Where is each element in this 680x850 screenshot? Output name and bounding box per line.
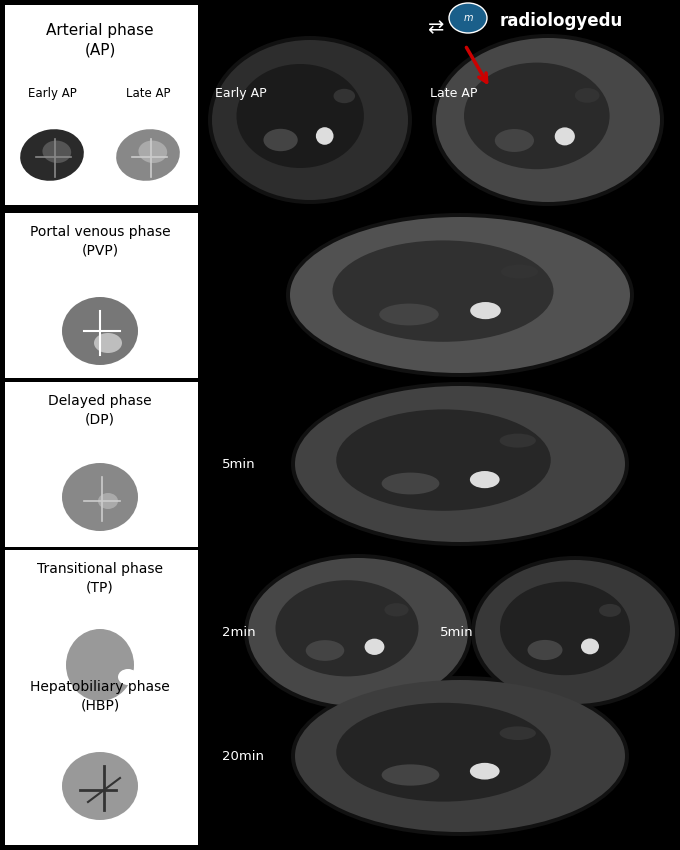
- Ellipse shape: [333, 88, 355, 103]
- Ellipse shape: [464, 63, 609, 169]
- Ellipse shape: [381, 473, 439, 495]
- Ellipse shape: [62, 463, 138, 531]
- Ellipse shape: [62, 297, 138, 365]
- Ellipse shape: [581, 638, 599, 654]
- Ellipse shape: [291, 676, 629, 836]
- Ellipse shape: [528, 640, 562, 660]
- Ellipse shape: [306, 640, 344, 660]
- Ellipse shape: [66, 629, 134, 701]
- Ellipse shape: [495, 129, 534, 152]
- Ellipse shape: [470, 471, 500, 488]
- Ellipse shape: [500, 727, 536, 740]
- Ellipse shape: [599, 604, 621, 617]
- Ellipse shape: [295, 386, 625, 542]
- Ellipse shape: [20, 129, 84, 181]
- Ellipse shape: [116, 129, 180, 181]
- Ellipse shape: [432, 34, 664, 206]
- Ellipse shape: [500, 264, 538, 279]
- Ellipse shape: [62, 752, 138, 820]
- Ellipse shape: [248, 558, 468, 706]
- Text: Transitional phase
(TP): Transitional phase (TP): [37, 562, 163, 594]
- Ellipse shape: [364, 638, 384, 655]
- Ellipse shape: [436, 38, 660, 202]
- Text: Early AP: Early AP: [215, 87, 267, 99]
- Text: Late AP: Late AP: [430, 87, 477, 99]
- Text: Portal venous phase
(PVP): Portal venous phase (PVP): [30, 225, 170, 258]
- Text: ⇄: ⇄: [427, 18, 443, 37]
- Ellipse shape: [94, 333, 122, 353]
- Text: Hepatobiliary phase
(HBP): Hepatobiliary phase (HBP): [30, 680, 170, 712]
- Ellipse shape: [291, 382, 629, 546]
- Ellipse shape: [336, 410, 551, 511]
- Ellipse shape: [42, 140, 71, 163]
- Text: Late AP: Late AP: [126, 87, 170, 99]
- Text: 2min: 2min: [222, 626, 256, 638]
- Ellipse shape: [336, 703, 551, 802]
- Ellipse shape: [500, 434, 536, 448]
- Ellipse shape: [381, 764, 439, 785]
- Ellipse shape: [475, 560, 675, 704]
- Ellipse shape: [470, 762, 500, 779]
- Ellipse shape: [263, 129, 298, 151]
- Ellipse shape: [316, 128, 333, 144]
- Ellipse shape: [379, 303, 439, 326]
- Text: 5min: 5min: [222, 457, 256, 471]
- Ellipse shape: [275, 581, 418, 677]
- Ellipse shape: [290, 217, 630, 373]
- Bar: [5, 382, 198, 547]
- Ellipse shape: [237, 64, 364, 168]
- Ellipse shape: [333, 241, 554, 342]
- Text: m: m: [463, 13, 473, 23]
- Ellipse shape: [139, 140, 167, 163]
- Text: 20min: 20min: [222, 750, 264, 762]
- Text: Delayed phase
(DP): Delayed phase (DP): [48, 394, 152, 427]
- Ellipse shape: [555, 128, 575, 145]
- Bar: [5, 5, 198, 205]
- Ellipse shape: [244, 554, 472, 710]
- Bar: [5, 668, 198, 845]
- Ellipse shape: [471, 556, 679, 708]
- Text: 5min: 5min: [440, 626, 474, 638]
- Text: radiologyedu: radiologyedu: [500, 12, 624, 30]
- Ellipse shape: [212, 40, 408, 200]
- Ellipse shape: [470, 302, 500, 320]
- Ellipse shape: [208, 36, 412, 204]
- Ellipse shape: [118, 669, 138, 685]
- Ellipse shape: [98, 493, 118, 509]
- Ellipse shape: [575, 88, 600, 103]
- Ellipse shape: [449, 3, 487, 33]
- Text: Arterial phase
(AP): Arterial phase (AP): [46, 23, 154, 58]
- Ellipse shape: [286, 213, 634, 377]
- Ellipse shape: [295, 680, 625, 832]
- Text: Early AP: Early AP: [28, 87, 76, 99]
- Ellipse shape: [384, 604, 409, 616]
- Bar: [5, 213, 198, 378]
- Ellipse shape: [500, 581, 630, 675]
- Bar: [5, 550, 198, 715]
